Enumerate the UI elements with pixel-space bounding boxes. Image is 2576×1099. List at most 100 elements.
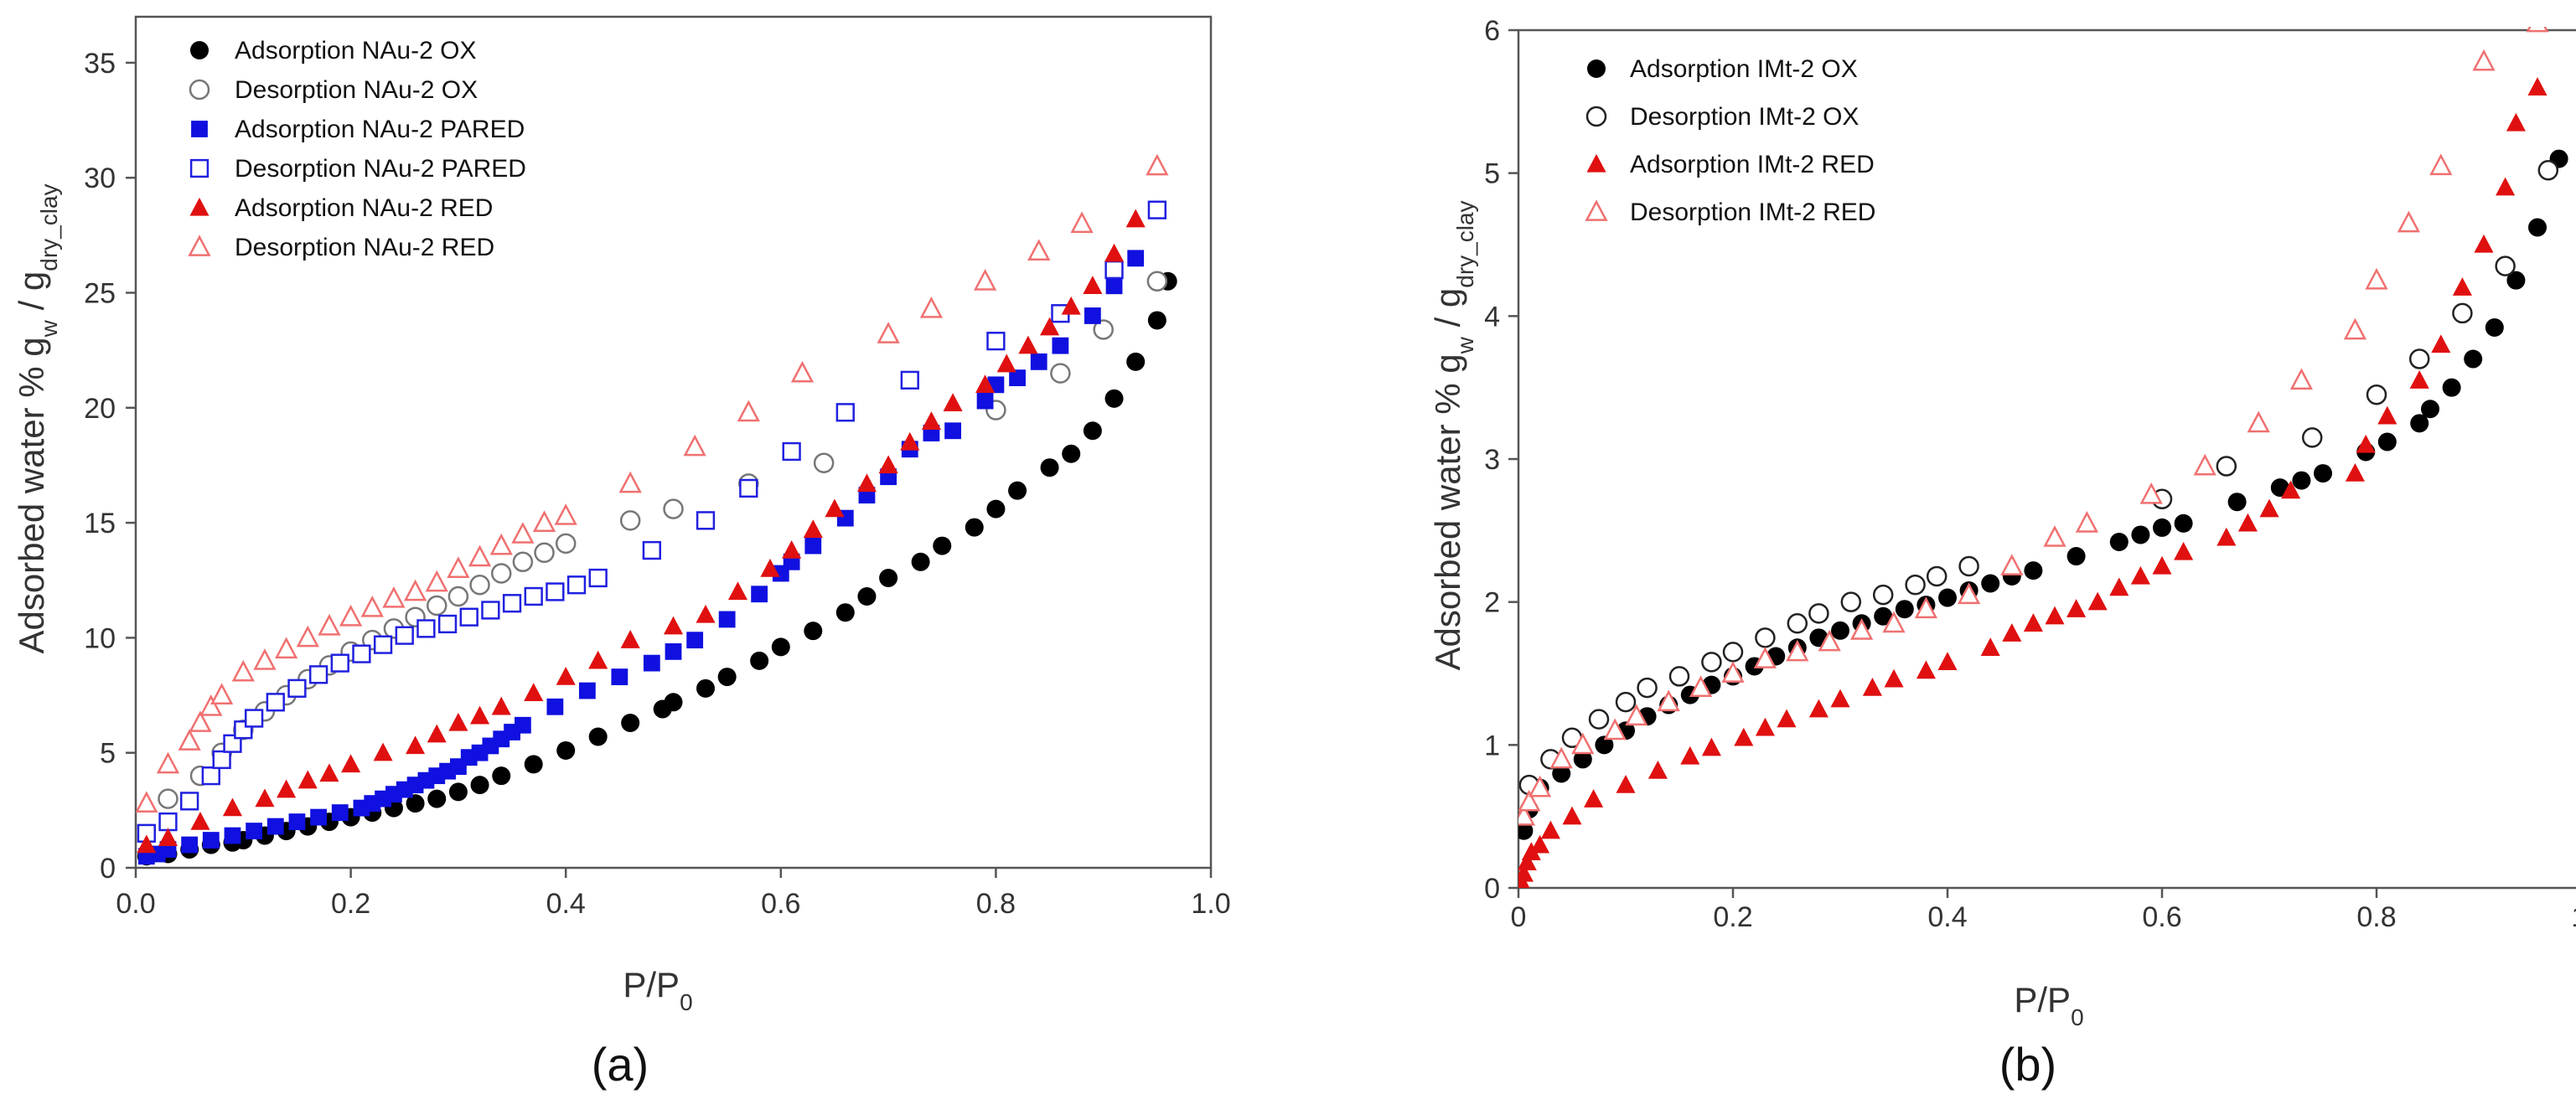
data-point	[2345, 462, 2365, 482]
data-point	[330, 653, 349, 673]
data-point	[1518, 852, 1537, 870]
data-point	[856, 473, 877, 493]
data-point	[373, 742, 393, 761]
data-point	[1734, 727, 1754, 746]
x-tick-label: 0.6	[761, 888, 800, 920]
data-point	[566, 575, 587, 595]
data-point	[2109, 532, 2129, 551]
legend-label: Desorption IMt-2 RED	[1630, 199, 1875, 226]
data-point	[2174, 513, 2193, 533]
data-point	[555, 533, 577, 555]
data-point	[683, 434, 706, 457]
data-point	[2496, 177, 2516, 196]
data-point	[2397, 210, 2421, 233]
data-point	[804, 537, 822, 555]
data-point	[1146, 153, 1169, 176]
data-point	[1818, 629, 1841, 652]
panel-label-b: (b)	[1999, 1038, 2056, 1091]
data-point	[1637, 677, 1658, 699]
data-point	[180, 792, 199, 811]
x-tick-label: 0.6	[2142, 901, 2181, 933]
data-point	[2109, 577, 2129, 596]
data-point	[1625, 704, 1648, 726]
data-point	[1070, 211, 1094, 234]
data-point	[2043, 525, 2066, 547]
data-point	[1595, 735, 1614, 755]
data-point	[136, 791, 158, 813]
plot-frame-a	[134, 15, 1213, 869]
data-point	[1518, 821, 1534, 840]
data-point	[1648, 760, 1668, 779]
data-point	[2227, 493, 2247, 512]
data-point	[1914, 596, 1938, 619]
data-point	[1125, 209, 1146, 228]
legend-marker	[188, 235, 211, 256]
data-point	[2087, 591, 2108, 611]
data-point	[546, 582, 565, 601]
data-point	[489, 533, 513, 555]
data-point	[986, 499, 1006, 519]
data-point	[619, 510, 641, 531]
data-point	[1808, 699, 1829, 718]
y-axis-label: Adsorbed water % gw / gdry_clay	[1428, 200, 1478, 670]
data-point	[427, 724, 447, 743]
data-point	[266, 693, 285, 712]
data-point	[2131, 525, 2150, 544]
data-point	[2289, 368, 2314, 390]
data-point	[158, 788, 178, 809]
data-point	[751, 586, 768, 603]
data-point	[532, 510, 556, 533]
data-point	[395, 626, 414, 645]
data-point	[1884, 668, 1904, 688]
data-point	[554, 503, 577, 525]
legend-marker	[1585, 106, 1607, 127]
data-point	[2237, 513, 2258, 532]
data-point	[447, 586, 469, 607]
data-point	[224, 827, 241, 844]
data-point	[2429, 153, 2453, 176]
data-point	[382, 586, 406, 608]
legend-label: Adsorption NAu-2 PARED	[235, 116, 525, 143]
data-point	[492, 766, 511, 786]
data-point	[178, 729, 201, 751]
data-point	[2356, 434, 2376, 453]
data-point	[274, 637, 298, 659]
data-point	[696, 678, 715, 698]
series-adsorption-imt-2-red	[1518, 77, 2548, 888]
data-point	[696, 604, 716, 623]
legend-label: Adsorption NAu-2 RED	[235, 194, 493, 222]
data-point	[750, 651, 769, 670]
data-point	[1926, 565, 1948, 587]
data-point	[739, 478, 758, 498]
data-point	[1584, 789, 1604, 807]
legend-marker	[1586, 153, 1606, 173]
data-point	[481, 601, 500, 620]
legend-a: Adsorption NAu-2 OX Desorption NAu-2 OX Ad…	[188, 37, 526, 261]
data-point	[1755, 627, 1776, 648]
series-adsorption-nau-2-red	[137, 156, 1167, 854]
data-point	[1571, 732, 1595, 755]
data-point	[782, 441, 801, 462]
data-point	[1105, 277, 1123, 295]
data-point	[1938, 588, 1957, 607]
data-point	[2452, 277, 2472, 296]
data-point	[1657, 689, 1680, 712]
data-point	[1701, 737, 1721, 756]
data-point	[665, 642, 682, 660]
data-point	[2314, 464, 2332, 483]
data-point	[2366, 384, 2387, 405]
data-point	[277, 779, 297, 798]
data-point	[373, 635, 393, 654]
x-tick-label: 0.4	[546, 888, 586, 920]
x-tick-label: 0.0	[116, 888, 155, 920]
data-point	[2495, 255, 2516, 276]
chart-panel-b: 0 0.2 0.4 0.6 0.8 1.0 0 1 2 3 4 5 6 P/P0 Adsorbed wate…	[1428, 15, 2576, 1091]
data-point	[2193, 453, 2216, 476]
data-point	[996, 353, 1016, 373]
data-point	[921, 411, 941, 430]
legend-marker	[189, 79, 210, 101]
data-point	[1722, 642, 1744, 663]
data-point	[502, 594, 522, 613]
data-point	[2301, 427, 2323, 448]
